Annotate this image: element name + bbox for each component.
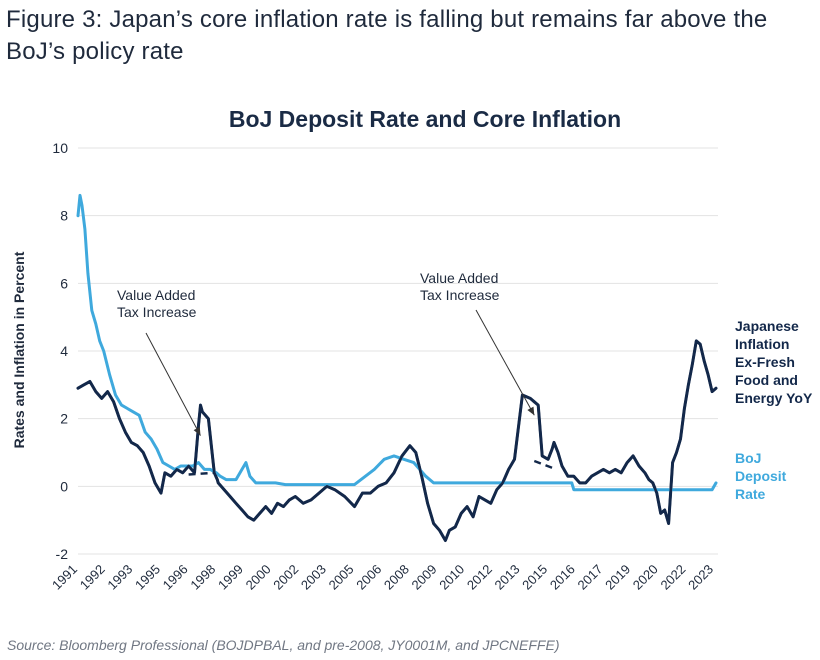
annotation-arrow-line [475, 309, 535, 416]
annotation-text: Tax Increase [420, 287, 500, 303]
legend-label-inflation: Ex-Fresh [735, 354, 795, 370]
x-tick-label: 2005 [326, 562, 357, 593]
x-tick-label: 2002 [270, 562, 301, 593]
x-tick-label: 2010 [436, 562, 467, 593]
dashed-connector [188, 471, 215, 476]
x-tick-label: 1991 [49, 562, 80, 593]
annotation-arrowhead [193, 426, 201, 436]
y-tick-label: 10 [52, 140, 68, 156]
x-tick-label: 2012 [464, 562, 495, 593]
annotation-text: Tax Increase [117, 304, 197, 320]
x-tick-label: 2000 [243, 562, 274, 593]
x-tick-label: 1992 [77, 562, 108, 593]
x-tick-label: 2008 [381, 562, 412, 593]
series-line-deposit [76, 193, 718, 492]
legend-label-deposit: Rate [735, 486, 766, 502]
annotation-text: Value Added [117, 287, 195, 303]
series-line-inflation [76, 339, 718, 542]
annotation-arrowhead [527, 406, 535, 416]
x-tick-label: 2009 [409, 562, 440, 593]
x-tick-label: 2019 [602, 562, 633, 593]
y-tick-label: 0 [60, 478, 68, 494]
dashed-connector [533, 459, 553, 469]
y-tick-label: 2 [60, 411, 68, 427]
figure-title: Figure 3: Japan’s core inflation rate is… [6, 6, 768, 65]
x-tick-label: 2016 [547, 562, 578, 593]
x-tick-label: 1995 [132, 562, 163, 593]
y-tick-label: 8 [60, 208, 68, 224]
x-tick-label: 1996 [160, 562, 191, 593]
x-tick-label: 2020 [630, 562, 661, 593]
x-tick-label: 1998 [187, 562, 218, 593]
y-tick-label: 6 [60, 275, 68, 291]
x-tick-label: 2003 [298, 562, 329, 593]
legend-label-inflation: Inflation [735, 336, 789, 352]
y-tick-label: 4 [60, 343, 68, 359]
x-tick-label: 2023 [685, 562, 716, 593]
x-tick-label: 2015 [519, 562, 550, 593]
x-tick-label: 2006 [353, 562, 384, 593]
x-tick-label: 2022 [657, 562, 688, 593]
x-tick-label: 1993 [104, 562, 135, 593]
legend-label-deposit: BoJ [735, 450, 761, 466]
legend-label-inflation: Japanese [735, 318, 799, 334]
legend-label-inflation: Energy YoY [735, 390, 813, 406]
source-note: Source: Bloomberg Professional (BOJDPBAL… [7, 637, 560, 653]
annotation-text: Value Added [420, 270, 498, 286]
x-tick-label: 2013 [492, 562, 523, 593]
legend-label-inflation: Food and [735, 372, 798, 388]
series-line-inflation-overlay [76, 339, 718, 542]
x-tick-label: 2017 [574, 562, 605, 593]
annotation-arrow-line [145, 332, 201, 436]
legend-label-deposit: Deposit [735, 468, 787, 484]
x-tick-label: 1999 [215, 562, 246, 593]
y-tick-label: -2 [56, 546, 69, 562]
chart-title: BoJ Deposit Rate and Core Inflation [228, 106, 622, 132]
